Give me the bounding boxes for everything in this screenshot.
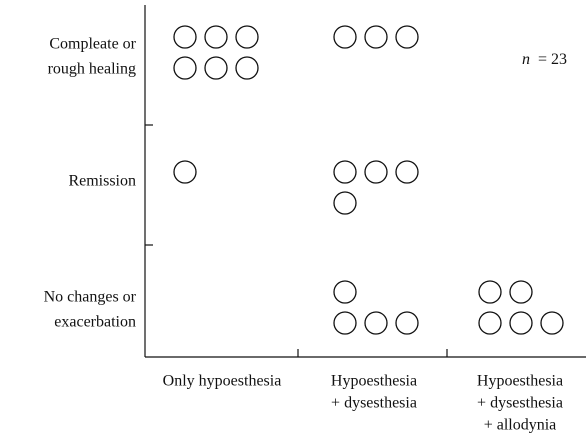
dot xyxy=(509,311,533,335)
dot xyxy=(204,25,228,49)
annotation: n = 23 xyxy=(522,51,567,68)
dot xyxy=(540,311,564,335)
x-category-label: + dysesthesia xyxy=(477,395,563,412)
x-category-label: + allodynia xyxy=(484,417,557,434)
dot xyxy=(173,56,197,80)
dot xyxy=(364,160,388,184)
dot xyxy=(333,311,357,335)
x-category-label: + dysesthesia xyxy=(331,395,417,412)
y-category-label: rough healing xyxy=(48,61,136,78)
annotation-variable: n xyxy=(522,51,530,68)
dot xyxy=(364,311,388,335)
x-category-label: Only hypoesthesia xyxy=(163,373,282,390)
dot xyxy=(333,191,357,215)
dot xyxy=(235,25,259,49)
dot xyxy=(395,25,419,49)
dot xyxy=(333,160,357,184)
dot xyxy=(478,311,502,335)
dot xyxy=(364,25,388,49)
dot xyxy=(478,280,502,304)
y-category-label: exacerbation xyxy=(54,314,136,331)
dot xyxy=(173,25,197,49)
dot xyxy=(395,160,419,184)
y-category-label: Remission xyxy=(68,173,136,190)
dot xyxy=(204,56,228,80)
dot xyxy=(395,311,419,335)
dot xyxy=(173,160,197,184)
y-category-label: No changes or xyxy=(44,289,137,306)
x-category-label: Hypoesthesia xyxy=(477,373,563,390)
annotation-text: = 23 xyxy=(538,51,567,68)
x-category-label: Hypoesthesia xyxy=(331,373,417,390)
dot xyxy=(333,280,357,304)
dot xyxy=(509,280,533,304)
dot xyxy=(333,25,357,49)
y-category-label: Compleate or xyxy=(49,36,136,53)
dot xyxy=(235,56,259,80)
